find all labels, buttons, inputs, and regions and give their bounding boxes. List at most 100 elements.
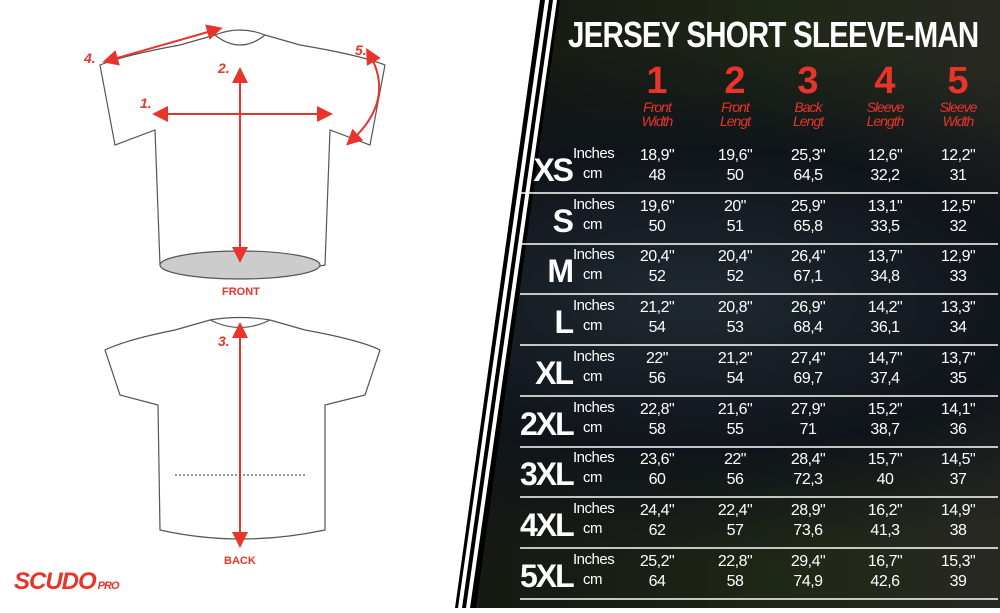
value-cm: 64,5	[793, 167, 823, 184]
value-cm: 67,1	[793, 268, 823, 286]
unit-cm: cm	[583, 570, 603, 588]
size-label: XS	[533, 152, 574, 188]
column-label: Lengt	[792, 113, 824, 129]
size-label: L	[554, 304, 574, 341]
size-label: M	[547, 253, 574, 290]
value-inches: 21,2"	[639, 299, 675, 317]
value-inches: 21,6"	[717, 400, 753, 418]
value-inches: 20"	[724, 197, 746, 215]
value-inches: 13,7"	[867, 248, 903, 266]
unit-inches: Inches	[573, 499, 615, 517]
size-label: 5XL	[520, 557, 575, 594]
value-inches: 25,2"	[639, 552, 675, 570]
size-label: 4XL	[520, 506, 575, 543]
value-inches: 26,4"	[790, 248, 826, 266]
unit-cm: cm	[583, 317, 603, 335]
value-cm: 54	[726, 369, 744, 387]
unit-cm: cm	[583, 469, 603, 487]
value-inches: 25,3"	[790, 147, 826, 164]
column-header-2: 2 Front Lengt	[700, 62, 770, 128]
column-label: Sleeve	[939, 99, 978, 115]
value-inches: 28,4"	[790, 451, 826, 469]
value-inches: 27,9"	[790, 400, 826, 418]
value-cm: 69,7	[793, 369, 823, 387]
value-cm: 68,4	[793, 319, 823, 337]
marker-3: 3.	[218, 333, 230, 349]
chart-title: JERSEY SHORT SLEEVE-MAN	[568, 14, 979, 55]
unit-cm: cm	[583, 266, 603, 284]
value-inches: 14,1"	[940, 400, 976, 418]
value-cm: 34,8	[870, 268, 900, 286]
value-cm: 54	[648, 319, 666, 337]
value-inches: 19,6"	[639, 197, 675, 215]
size-row-3xl: 3XL Inches cm 23,6" 22" 28,4" 15,7" 14,5" 60 56…	[520, 448, 998, 499]
size-row-5xl: 5XL Inches cm 25,2" 22,8" 29,4" 16,7" 15,3" 64…	[520, 550, 998, 600]
value-inches: 27,4"	[790, 349, 826, 367]
value-inches: 13,3"	[940, 299, 976, 317]
column-label: Width	[641, 113, 674, 129]
scudo-pro-logo: SCUDO PRO	[14, 568, 120, 595]
value-cm: 33,5	[870, 217, 900, 235]
value-cm: 65,8	[793, 217, 823, 235]
value-cm: 74,9	[793, 572, 823, 590]
value-inches: 12,9"	[940, 248, 976, 266]
value-inches: 22,4"	[717, 501, 753, 519]
value-inches: 20,4"	[639, 248, 675, 266]
value-inches: 12,5"	[940, 197, 976, 215]
value-cm: 38,7	[870, 420, 900, 438]
value-cm: 40	[876, 471, 894, 489]
column-label: Sleeve	[866, 99, 905, 115]
value-inches: 15,3"	[940, 552, 976, 570]
value-cm: 55	[726, 420, 744, 438]
value-cm: 37,4	[870, 369, 900, 387]
back-caption: BACK	[224, 555, 256, 567]
value-cm: 38	[949, 521, 967, 539]
column-header-4: 4 Sleeve Length	[850, 62, 920, 128]
value-inches: 12,2"	[940, 147, 976, 164]
value-inches: 12,6"	[867, 147, 903, 164]
value-inches: 21,2"	[717, 349, 753, 367]
value-cm: 31	[949, 167, 967, 184]
value-inches: 13,1"	[867, 197, 903, 215]
column-header-5: 5 Sleeve Width	[923, 62, 993, 128]
unit-inches: Inches	[573, 145, 615, 162]
value-cm: 37	[949, 471, 967, 489]
size-row-s: S Inches cm 19,6" 20" 25,9" 13,1" 12,5" 50 51 65…	[520, 195, 998, 245]
value-cm: 48	[648, 167, 666, 184]
size-row-4xl: 4XL Inches cm 24,4" 22,4" 28,9" 16,2" 14,9" 62…	[520, 499, 998, 549]
unit-cm: cm	[583, 418, 603, 436]
front-caption: FRONT	[222, 286, 260, 298]
size-row-xl: XL Inches cm 22" 21,2" 27,4" 14,7" 13,7" 56 54 6…	[520, 347, 998, 397]
value-cm: 52	[726, 268, 744, 286]
value-cm: 73,6	[793, 521, 823, 539]
unit-cm: cm	[583, 165, 603, 182]
jersey-diagrams	[99, 24, 386, 548]
column-number: 3	[797, 60, 819, 102]
value-cm: 50	[648, 217, 666, 235]
value-cm: 53	[726, 319, 744, 337]
column-number: 4	[874, 60, 896, 102]
size-row-xs: XS Inches cm 18,9" 19,6" 25,3" 12,6" 12,2" 48 5…	[520, 144, 998, 194]
size-row-m: M Inches cm 20,4" 20,4" 26,4" 13,7" 12,9" 52 52…	[520, 245, 998, 296]
value-inches: 22,8"	[639, 400, 675, 418]
value-cm: 62	[648, 521, 666, 539]
value-cm: 32	[949, 217, 967, 235]
size-label: S	[552, 202, 574, 239]
value-inches: 15,7"	[867, 451, 903, 469]
unit-inches: Inches	[573, 246, 615, 264]
unit-inches: Inches	[573, 347, 615, 365]
back-jersey	[104, 316, 381, 540]
value-cm: 32,2	[870, 167, 900, 184]
value-inches: 13,7"	[940, 349, 976, 367]
value-inches: 26,9"	[790, 299, 826, 317]
value-cm: 35	[949, 369, 967, 387]
value-cm: 58	[726, 572, 744, 590]
value-inches: 25,9"	[790, 197, 826, 215]
unit-inches: Inches	[573, 398, 615, 416]
value-inches: 28,9"	[790, 501, 826, 519]
column-label: Length	[866, 113, 905, 129]
value-inches: 18,9"	[639, 147, 675, 164]
column-header-1: 1 Front Width	[622, 62, 692, 128]
value-inches: 22,8"	[717, 552, 753, 570]
